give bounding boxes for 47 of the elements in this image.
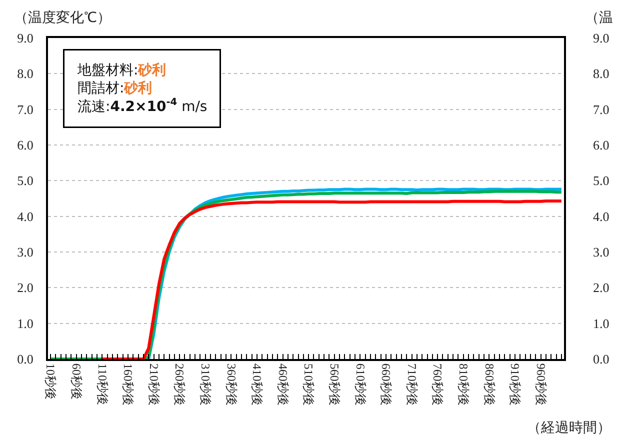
y-tick-label: 1.0 [17, 316, 34, 331]
annotation: 流速:4.2×10$^{-4}$ m/s [78, 97, 208, 115]
y-tick-label: 7.0 [17, 102, 34, 117]
x-tick-label: 110秒後 [95, 363, 110, 405]
y-tick-label: 5.0 [17, 173, 34, 188]
y2-tick-label: 4.0 [593, 208, 610, 224]
y-tick-label: 0.0 [17, 352, 34, 367]
y-axis-title: （温度変化℃） [14, 10, 111, 26]
x-tick-label: 810秒後 [456, 363, 470, 406]
x-tick-label: 610秒後 [353, 363, 368, 406]
x-tick-label: 760秒後 [430, 363, 445, 406]
y-tick-label: 6.0 [17, 138, 34, 153]
y-tick-label: 4.0 [17, 208, 34, 224]
x-tick-label: 660秒後 [379, 363, 394, 406]
x-tick-label: 160秒後 [121, 363, 136, 406]
y2-tick-label: 1.0 [593, 316, 610, 331]
x-tick-label: 410秒後 [250, 363, 264, 406]
x-tick-label: 360秒後 [224, 363, 238, 406]
y2-tick-label: 6.0 [593, 138, 610, 153]
x-tick-label: 910秒後 [508, 363, 522, 406]
annotation: 間詰材:砂利 [78, 80, 152, 97]
y-tick-label: 9.0 [17, 30, 34, 46]
y2-tick-label: 2.0 [593, 280, 610, 296]
line-series [100, 200, 563, 359]
y2-tick-label: 5.0 [593, 173, 610, 188]
x-tick-label: 10秒後 [44, 363, 58, 400]
x-tick-label: 260秒後 [172, 363, 187, 406]
x-tick-label: 510秒後 [302, 363, 316, 406]
y-tick-label: 2.0 [17, 280, 34, 296]
x-tick-label: 860秒後 [482, 363, 496, 406]
y2-tick-label: 0.0 [593, 352, 610, 367]
x-tick-label: 960秒後 [534, 363, 548, 406]
y2-tick-label: 8.0 [593, 66, 610, 82]
y2-tick-label: 3.0 [593, 244, 610, 260]
y2-axis-title: （温 [585, 10, 613, 26]
annotation: 地盤材料:砂利 [76, 62, 166, 78]
y2-tick-label: 9.0 [593, 30, 610, 46]
x-tick-label: 560秒後 [327, 363, 342, 406]
x-tick-label: 60秒後 [69, 363, 84, 400]
y2-tick-label: 7.0 [593, 102, 610, 117]
y-tick-label: 3.0 [17, 244, 34, 260]
x-tick-label: 310秒後 [198, 363, 212, 406]
x-tick-label: 460秒後 [276, 363, 290, 406]
x-tick-label: 210秒後 [146, 363, 161, 406]
x-axis-title: （経過時間） [527, 420, 611, 436]
y-tick-label: 8.0 [17, 66, 34, 82]
x-tick-label: 710秒後 [404, 363, 419, 406]
